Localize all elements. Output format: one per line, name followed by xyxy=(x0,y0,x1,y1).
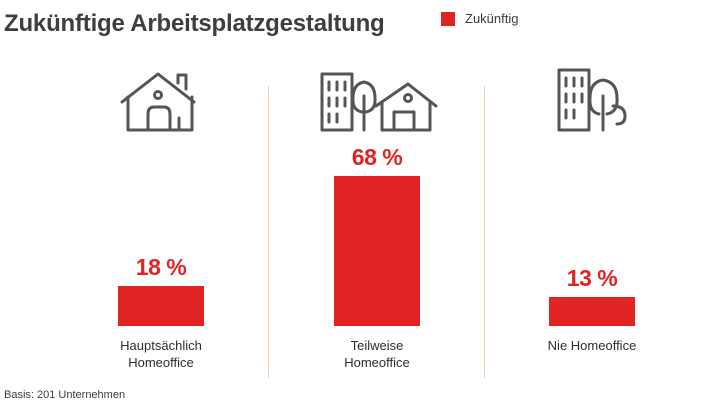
value-label-nie-homeoffice: 13 % xyxy=(566,265,618,292)
category-label-line: Teilweise xyxy=(350,338,404,353)
value-label-teilweise-homeoffice: 68 % xyxy=(351,144,403,171)
column-divider xyxy=(484,86,485,378)
category-label-hauptsaechlich-homeoffice: Hauptsächlich Homeoffice xyxy=(81,337,241,371)
office-building-icon xyxy=(555,68,631,134)
bar-hauptsaechlich-homeoffice xyxy=(118,286,204,326)
bar-teilweise-homeoffice xyxy=(334,176,420,326)
category-label-line: Homeoffice xyxy=(344,355,410,370)
chart-title: Zukünftige Arbeitsplatzgestaltung xyxy=(4,10,385,37)
house-icon xyxy=(120,70,200,134)
legend: Zukünftig xyxy=(441,11,518,26)
category-label-line: Nie Homeoffice xyxy=(547,338,637,353)
legend-label: Zukünftig xyxy=(465,11,519,26)
legend-swatch xyxy=(441,11,455,26)
column-divider xyxy=(268,86,269,378)
footnote: Basis: 201 Unternehmen xyxy=(4,389,126,401)
category-label-line: Hauptsächlich xyxy=(120,338,202,353)
bar-nie-homeoffice xyxy=(549,297,635,326)
category-label-line: Homeoffice xyxy=(128,355,194,370)
category-label-nie-homeoffice: Nie Homeoffice xyxy=(512,337,672,354)
category-label-teilweise-homeoffice: Teilweise Homeoffice xyxy=(297,337,457,371)
office-and-house-icon xyxy=(320,70,440,134)
value-label-hauptsaechlich-homeoffice: 18 % xyxy=(135,254,187,281)
